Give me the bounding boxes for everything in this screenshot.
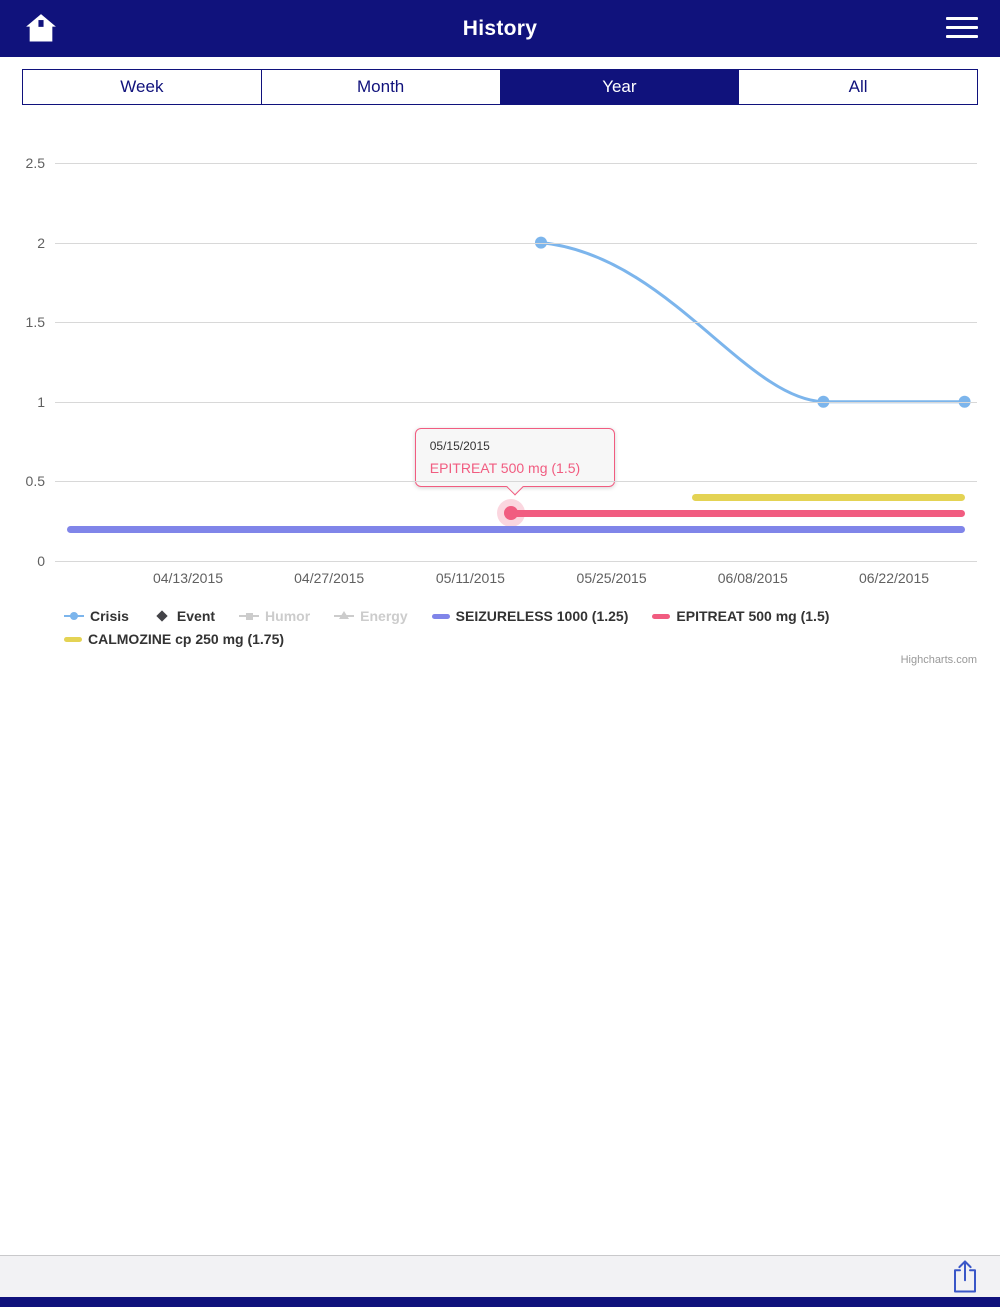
y-axis-label: 0.5	[25, 473, 45, 490]
tooltip-label: EPITREAT 500 mg (1.5)	[429, 460, 581, 477]
bottom-strip	[0, 1297, 1000, 1307]
y-gridline	[55, 242, 977, 244]
thick-line-legend-marker-icon	[652, 613, 671, 619]
navbar: History	[0, 0, 1000, 57]
tooltip-date: 05/15/2015	[429, 439, 490, 454]
x-axis-label: 04/27/2015	[294, 570, 365, 586]
tab-year[interactable]: Year	[500, 70, 740, 104]
medication-bar-seizureless[interactable]	[66, 525, 965, 533]
medication-bar-calmozine[interactable]	[692, 493, 965, 501]
hamburger-icon	[946, 26, 978, 29]
home-icon	[24, 14, 58, 48]
x-axis-label: 04/13/2015	[152, 570, 224, 586]
legend-item-event[interactable]: Event	[153, 608, 215, 624]
y-axis-label: 2	[37, 234, 45, 251]
hamburger-icon	[946, 35, 978, 38]
home-button[interactable]	[24, 11, 58, 48]
range-tabs: Week Month Year All	[22, 69, 978, 105]
y-axis-label: 1	[37, 393, 45, 410]
y-axis-label: 2.5	[25, 155, 45, 171]
hamburger-icon	[946, 17, 978, 20]
series-svg	[535, 236, 971, 408]
legend-item-calmozine-cp-250-mg-1-75[interactable]: CALMOZINE cp 250 mg (1.75)	[64, 631, 284, 647]
legend-label: Event	[176, 608, 216, 624]
diamond-legend-marker-icon	[156, 610, 168, 622]
tab-all[interactable]: All	[739, 70, 977, 104]
line-circle-legend-marker-icon	[64, 610, 84, 622]
y-gridline	[55, 401, 977, 403]
legend-item-epitreat-500-mg-1-5[interactable]: EPITREAT 500 mg (1.5)	[652, 608, 829, 624]
menu-button[interactable]	[946, 17, 978, 38]
y-gridline	[55, 163, 977, 164]
share-icon	[950, 1260, 980, 1297]
medication-bar-epitreat[interactable]	[510, 509, 965, 517]
thick-line-legend-marker-icon	[431, 613, 450, 619]
legend-label: Energy	[360, 608, 408, 624]
y-gridline	[55, 322, 977, 324]
y-gridline	[55, 481, 977, 483]
legend-label: Humor	[265, 608, 311, 624]
tab-week[interactable]: Week	[23, 70, 262, 104]
legend-item-humor[interactable]: Humor	[239, 608, 310, 624]
x-axis-label: 06/22/2015	[858, 570, 930, 586]
chart-legend: Crisis Event Humor Energy SEIZURELESS 1000 (…	[64, 608, 964, 647]
legend-label: SEIZURELESS 1000 (1.25)	[455, 608, 629, 624]
thick-line-legend-marker-icon	[64, 636, 82, 642]
x-axis-label: 05/11/2015	[435, 570, 505, 586]
y-axis-label: 0	[37, 553, 45, 569]
x-axis-label: 05/25/2015	[576, 570, 647, 586]
legend-label: CALMOZINE cp 250 mg (1.75)	[88, 631, 285, 647]
page-title: History	[462, 16, 538, 40]
legend-item-seizureless-1000-1-25[interactable]: SEIZURELESS 1000 (1.25)	[431, 608, 629, 624]
legend-item-energy[interactable]: Energy	[334, 608, 408, 624]
y-gridline	[55, 561, 977, 562]
chart-tooltip: 05/15/2015 EPITREAT 500 mg (1.5)	[414, 428, 615, 496]
legend-label: EPITREAT 500 mg (1.5)	[676, 608, 830, 624]
highcharts-credit[interactable]: Highcharts.com	[900, 654, 977, 666]
y-axis-label: 1.5	[25, 314, 45, 331]
bottom-toolbar	[0, 1255, 1000, 1297]
tab-month[interactable]: Month	[261, 70, 501, 104]
line-square-legend-marker-icon	[239, 610, 260, 622]
x-axis-label: 06/08/2015	[717, 570, 788, 586]
legend-item-crisis[interactable]: Crisis	[64, 608, 129, 624]
legend-label: Crisis	[90, 608, 129, 624]
share-button[interactable]	[950, 1259, 980, 1297]
line-triangle-legend-marker-icon	[334, 610, 355, 622]
